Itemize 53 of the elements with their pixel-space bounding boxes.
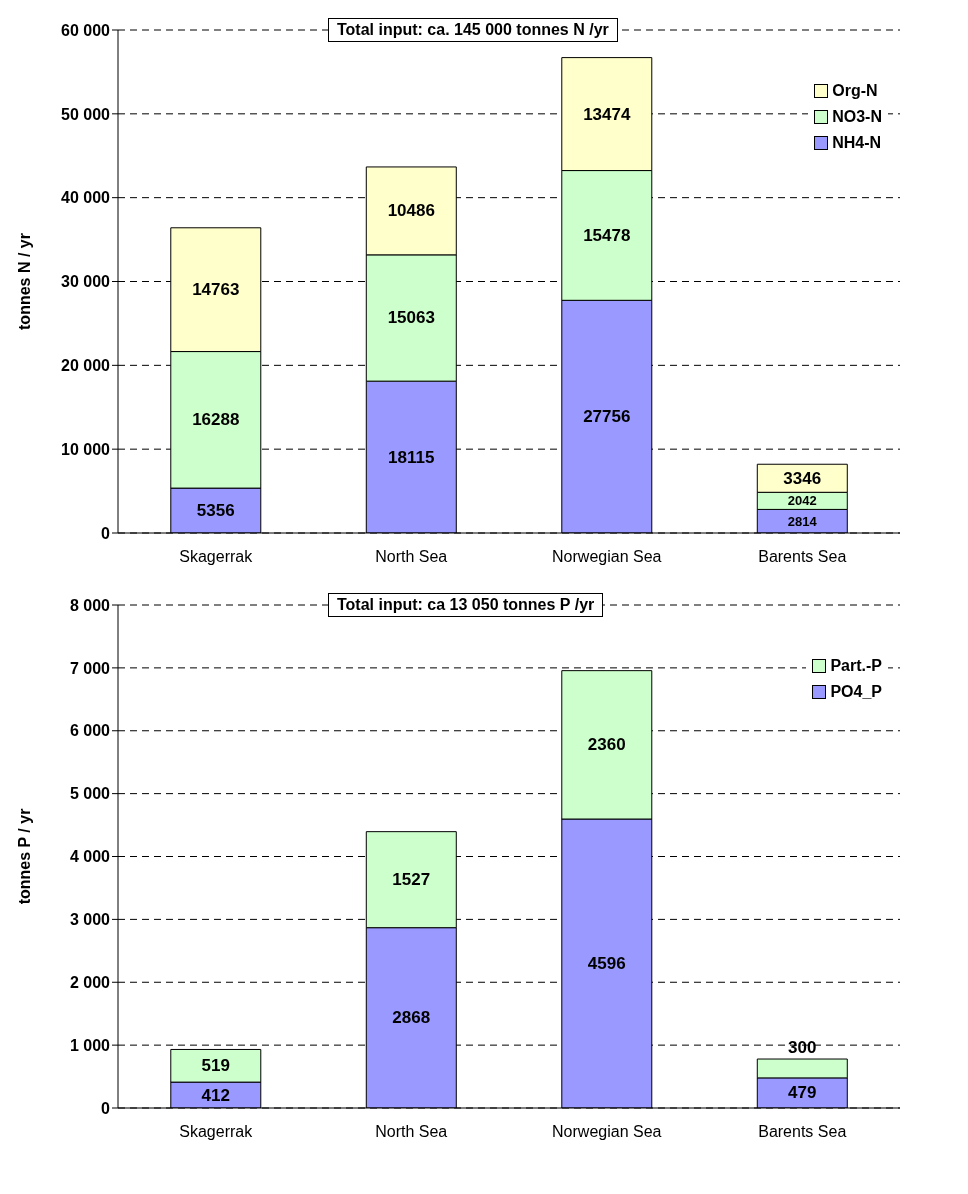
y-axis-title: tonnes N / yr	[15, 233, 33, 330]
y-tick-label: 1 000	[69, 1036, 111, 1054]
data-label: 13474	[583, 104, 631, 124]
data-label: 300	[788, 1037, 817, 1057]
legend-label: NH4-N	[832, 134, 882, 152]
data-label: 10486	[387, 201, 435, 221]
y-tick-label: 0	[101, 1099, 111, 1117]
data-label: 519	[201, 1056, 230, 1076]
data-label: 27756	[583, 407, 631, 427]
x-tick-label: Norwegian Sea	[552, 548, 662, 566]
x-tick-label: North Sea	[375, 1123, 448, 1141]
data-label: 15063	[387, 308, 435, 328]
data-label: 412	[201, 1085, 230, 1105]
y-tick-label: 40 000	[61, 189, 111, 207]
y-tick-label: 50 000	[61, 105, 111, 123]
x-tick-label: Barents Sea	[758, 1123, 847, 1141]
chart-title: Total input: ca. 145 000 tonnes N /yr	[328, 18, 618, 42]
data-label: 16288	[192, 410, 240, 430]
legend-label: NO3-N	[832, 108, 882, 126]
y-tick-label: 30 000	[61, 273, 111, 291]
y-tick-label: 60 000	[61, 21, 111, 39]
y-tick-label: 6 000	[69, 722, 111, 740]
y-tick-label: 20 000	[61, 357, 111, 375]
chart-title: Total input: ca 13 050 tonnes P /yr	[328, 593, 604, 617]
x-tick-label: Skagerrak	[179, 548, 254, 566]
y-tick-label: 5 000	[69, 785, 111, 803]
data-label: 2868	[392, 1008, 431, 1028]
y-tick-label: 8 000	[69, 596, 111, 614]
data-label: 1527	[392, 870, 431, 890]
x-tick-label: Skagerrak	[179, 1123, 254, 1141]
data-label: 2360	[587, 735, 626, 755]
y-tick-label: 0	[101, 524, 111, 542]
y-axis-title: tonnes P / yr	[15, 808, 33, 905]
data-label: 2814	[787, 513, 818, 529]
legend-label: Part.-P	[830, 657, 882, 675]
data-label: 479	[788, 1083, 817, 1103]
data-label: 15478	[583, 225, 631, 245]
y-tick-label: 7 000	[69, 659, 111, 677]
x-tick-label: North Sea	[375, 548, 448, 566]
y-tick-label: 4 000	[69, 848, 111, 866]
data-label: 2042	[787, 493, 817, 509]
data-label: 4596	[587, 954, 626, 974]
legend-label: PO4_P	[830, 683, 882, 701]
y-tick-label: 10 000	[61, 440, 111, 458]
data-label: 18115	[388, 447, 435, 467]
data-label: 14763	[192, 280, 240, 300]
x-tick-label: Norwegian Sea	[552, 1123, 662, 1141]
data-label: 5356	[196, 501, 235, 521]
x-tick-label: Barents Sea	[758, 548, 847, 566]
legend-label: Org-N	[832, 82, 878, 100]
data-label: 3346	[783, 468, 822, 488]
y-tick-label: 2 000	[69, 973, 111, 991]
y-tick-label: 3 000	[69, 911, 111, 929]
